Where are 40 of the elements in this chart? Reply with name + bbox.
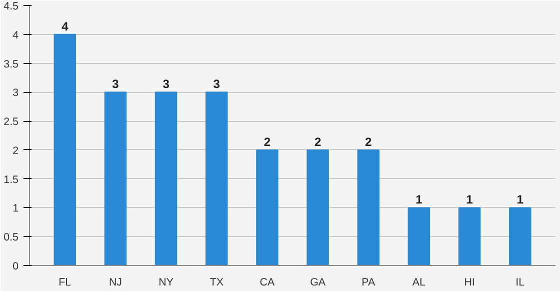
data-label: 2	[365, 134, 372, 149]
data-label: 3	[213, 77, 220, 92]
x-tick-label: IL	[516, 276, 525, 288]
bar	[154, 92, 178, 266]
data-label: 1	[516, 192, 524, 207]
data-label: 1	[466, 192, 474, 207]
data-label: 1	[416, 192, 423, 207]
x-tick-label: AL	[412, 276, 426, 288]
y-tick-label: 1.5	[4, 174, 19, 186]
y-tick-label: 1	[12, 202, 19, 215]
bar	[104, 92, 127, 266]
bar	[54, 34, 76, 266]
bar	[458, 207, 481, 266]
bar	[206, 92, 228, 266]
x-tick-label: PA	[362, 276, 376, 288]
bar	[306, 149, 329, 266]
y-tick-label: 0.5	[4, 232, 19, 244]
y-tick-label: 4	[12, 29, 19, 42]
x-tick-label: FL	[58, 276, 72, 288]
bar	[357, 149, 380, 266]
y-tick-label: 3	[12, 87, 19, 100]
x-tick-label: CA	[260, 276, 276, 288]
x-tick-label: HI	[464, 276, 475, 288]
x-tick-label: GA	[310, 276, 326, 288]
data-label: 4	[62, 19, 69, 34]
bar	[256, 149, 278, 266]
x-tick-label: TX	[210, 276, 224, 288]
y-tick-label: 2	[12, 144, 19, 157]
bar	[508, 207, 532, 266]
data-label: 2	[314, 134, 322, 149]
data-label: 2	[264, 134, 271, 149]
y-tick-label: 0	[12, 260, 19, 272]
x-tick-label: NY	[158, 276, 174, 288]
y-tick-label: 4.5	[4, 0, 19, 12]
x-tick-label: NJ	[108, 276, 122, 288]
bar	[408, 207, 430, 266]
y-tick-label: 3.5	[4, 58, 19, 70]
data-label: 3	[162, 77, 170, 92]
data-label: 3	[112, 77, 120, 92]
y-tick-label: 2.5	[4, 116, 19, 128]
